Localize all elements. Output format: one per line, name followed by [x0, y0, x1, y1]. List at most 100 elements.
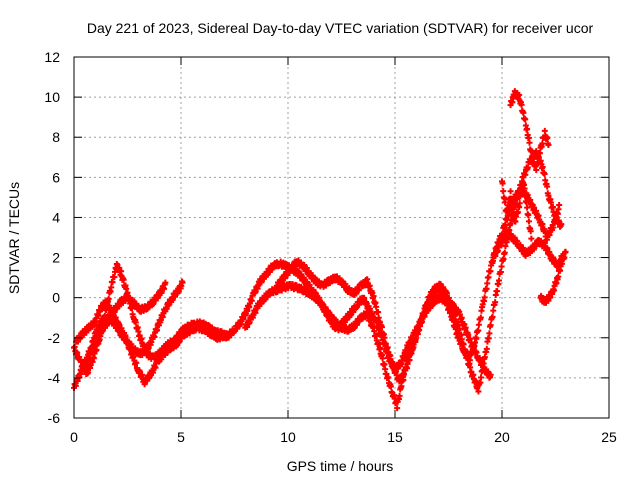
data-point — [387, 383, 394, 390]
data-point — [465, 331, 472, 338]
y-tick-label: 4 — [52, 209, 60, 225]
data-point — [500, 256, 507, 263]
data-point — [477, 314, 484, 321]
data-point — [109, 279, 116, 286]
data-point — [550, 224, 557, 231]
series-track-k — [499, 178, 535, 242]
data-point — [408, 350, 415, 357]
data-point — [123, 285, 130, 292]
data-point — [542, 228, 549, 235]
data-point — [118, 268, 125, 275]
y-tick-label: -6 — [48, 410, 61, 426]
data-point — [85, 369, 92, 376]
y-axis-label: SDTVAR / TECUs — [6, 182, 22, 294]
data-point — [525, 218, 532, 225]
data-point — [556, 202, 563, 209]
data-point — [536, 150, 543, 157]
data-point — [526, 139, 533, 146]
plot-frame — [73, 56, 610, 419]
data-point — [499, 180, 506, 187]
data-point — [485, 274, 492, 281]
data-point — [509, 99, 516, 106]
data-point — [524, 164, 531, 171]
y-tick-labels: -6 -4 -2 0 2 4 6 8 10 12 — [44, 49, 60, 426]
data-point — [527, 228, 534, 235]
y-tick-label: 0 — [52, 290, 60, 306]
y-tick-label: -2 — [48, 330, 61, 346]
data-point — [461, 321, 468, 328]
data-point — [481, 294, 488, 301]
data-point — [528, 235, 535, 242]
data-point — [535, 160, 542, 167]
data-point — [472, 339, 479, 346]
data-point — [497, 268, 504, 275]
data-point — [483, 285, 490, 292]
data-point — [370, 293, 377, 300]
data-point — [155, 322, 162, 329]
data-point — [441, 294, 448, 301]
data-point — [120, 276, 127, 283]
data-point — [486, 330, 493, 337]
x-tick-labels: 0 5 10 15 20 25 — [70, 429, 617, 445]
data-point — [475, 388, 482, 395]
y-tick-label: -4 — [48, 370, 61, 386]
data-point — [520, 109, 527, 116]
data-point — [244, 307, 251, 314]
data-point — [510, 205, 517, 212]
series-track-d — [81, 279, 169, 371]
data-point — [378, 324, 385, 331]
data-point — [91, 342, 98, 349]
data-point — [478, 374, 485, 381]
data-point — [544, 183, 551, 190]
data-point — [522, 116, 529, 123]
y-tick-label: 8 — [52, 129, 60, 145]
data-point — [154, 327, 161, 334]
data-point — [391, 364, 398, 371]
data-point — [521, 185, 528, 192]
data-point — [479, 366, 486, 373]
data-point — [524, 125, 531, 132]
data-point — [406, 357, 413, 364]
data-point — [487, 322, 494, 329]
data-point — [95, 312, 102, 319]
data-point — [475, 321, 482, 328]
data-point — [410, 344, 417, 351]
data-point — [489, 313, 496, 320]
data-point — [418, 318, 425, 325]
data-point — [367, 317, 374, 324]
data-point — [544, 135, 551, 142]
axis-ticks — [73, 56, 610, 419]
y-tick-label: 6 — [52, 169, 60, 185]
data-point — [462, 324, 469, 331]
data-point — [523, 199, 530, 206]
data-point — [518, 101, 525, 108]
series-track-j — [537, 248, 569, 306]
data-point — [458, 340, 465, 347]
data-point — [505, 202, 512, 209]
data-point — [502, 199, 509, 206]
data-point — [373, 303, 380, 310]
series-track-i — [507, 88, 552, 173]
data-point — [539, 221, 546, 228]
data-point — [375, 309, 382, 316]
data-point — [450, 317, 457, 324]
data-point — [494, 288, 501, 295]
data-point — [490, 307, 497, 314]
data-point — [507, 188, 514, 195]
y-tick-label: 10 — [44, 89, 60, 105]
data-point — [133, 359, 140, 366]
x-tick-label: 0 — [70, 429, 78, 445]
data-point — [398, 383, 405, 390]
data-point — [498, 263, 505, 270]
data-series — [71, 88, 569, 412]
data-point — [162, 279, 169, 286]
data-point — [555, 273, 562, 280]
data-point — [545, 141, 552, 148]
data-point — [496, 277, 503, 284]
data-point — [552, 215, 559, 222]
data-point — [377, 344, 384, 351]
data-point — [74, 349, 81, 356]
data-point — [416, 327, 423, 334]
data-point — [553, 280, 560, 287]
